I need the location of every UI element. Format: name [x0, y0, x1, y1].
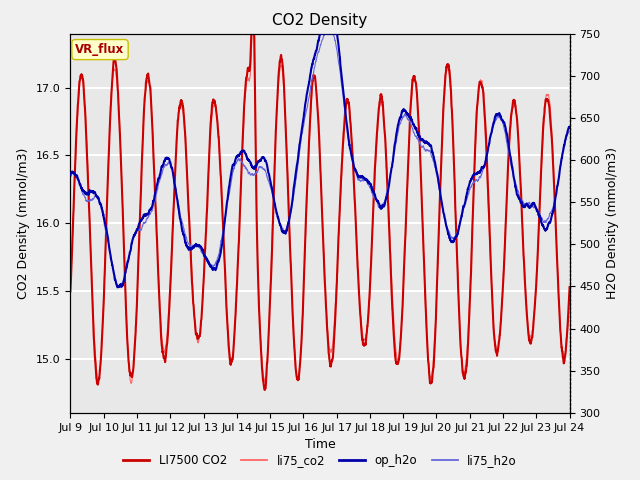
- Text: VR_flux: VR_flux: [76, 43, 125, 56]
- Y-axis label: CO2 Density (mmol/m3): CO2 Density (mmol/m3): [17, 147, 30, 299]
- X-axis label: Time: Time: [305, 438, 335, 451]
- Title: CO2 Density: CO2 Density: [273, 13, 367, 28]
- Legend: LI7500 CO2, li75_co2, op_h2o, li75_h2o: LI7500 CO2, li75_co2, op_h2o, li75_h2o: [118, 449, 522, 472]
- Y-axis label: H2O Density (mmol/m3): H2O Density (mmol/m3): [606, 147, 619, 299]
